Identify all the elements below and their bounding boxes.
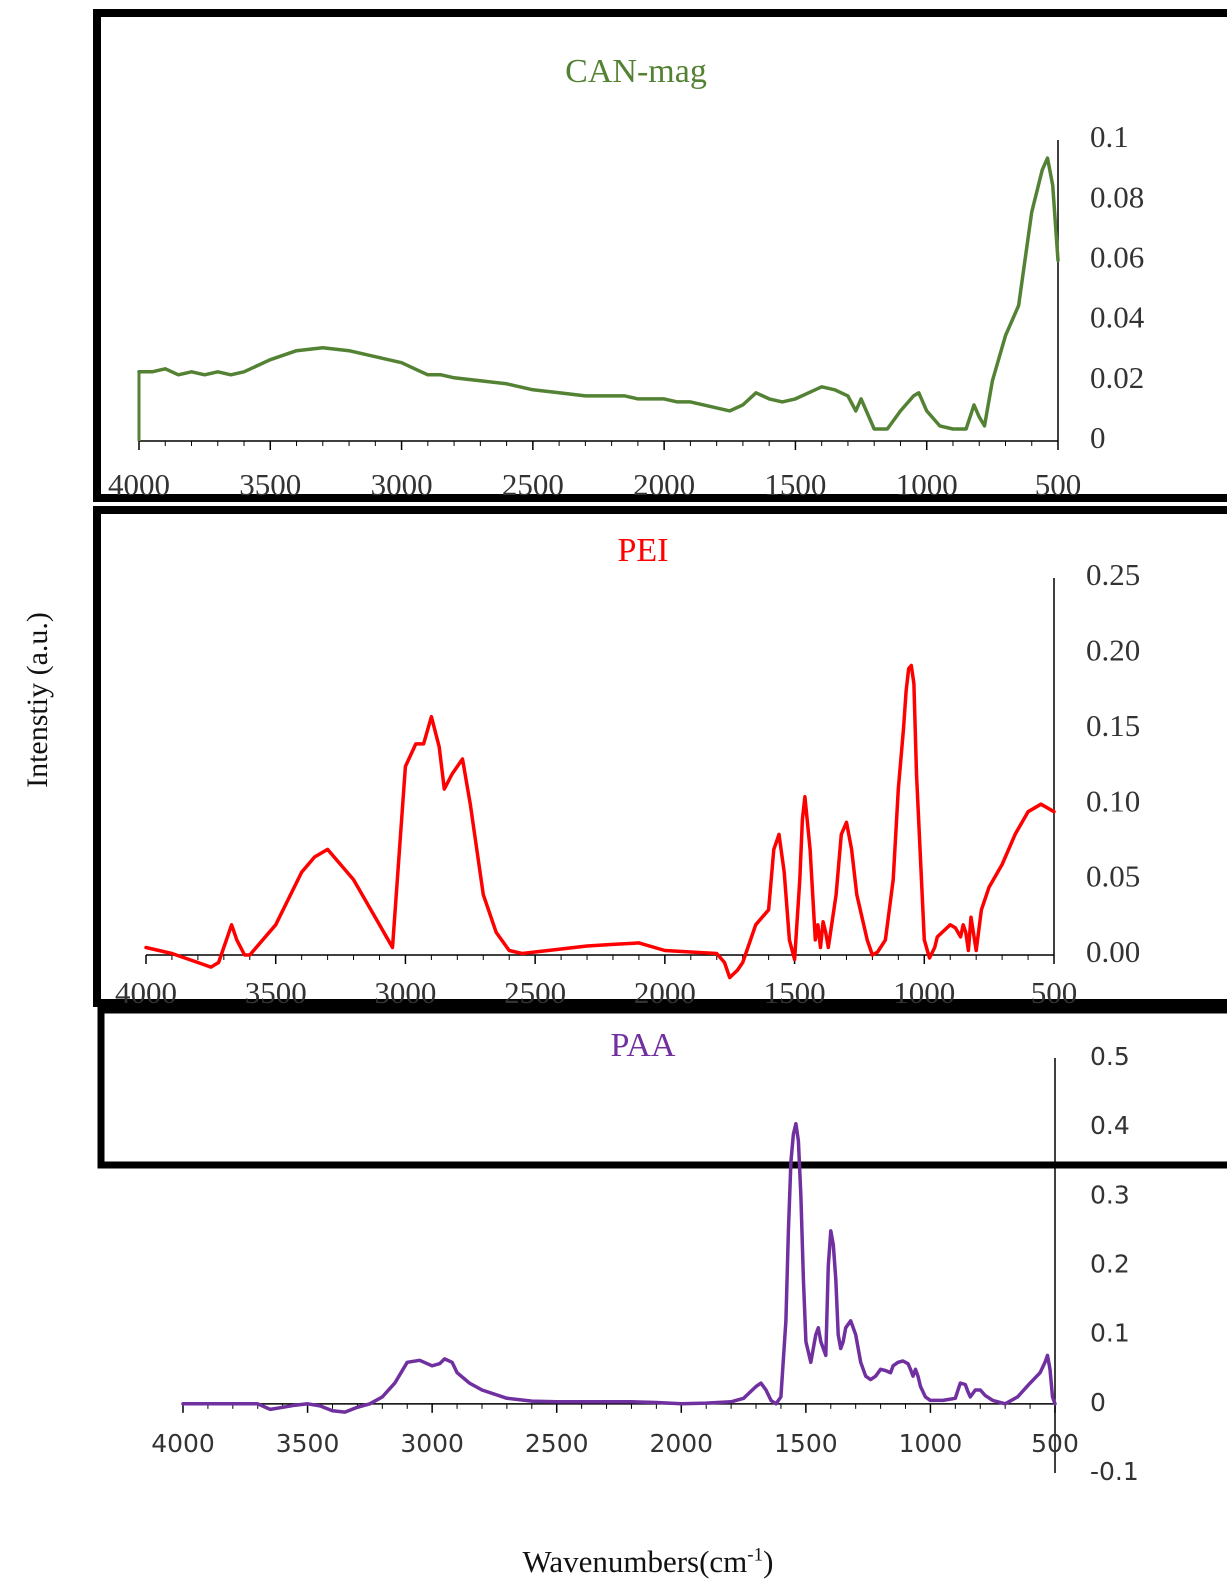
x-tick-label: 3500: [239, 467, 301, 502]
y-tick-label: 0.3: [1090, 1180, 1130, 1209]
x-tick-label: 500: [1031, 1429, 1079, 1458]
y-axis-label: Intenstiy (a.u.): [21, 612, 54, 788]
y-tick-label: 0.08: [1090, 179, 1144, 214]
y-tick-label: 0.15: [1086, 708, 1140, 743]
x-tick-label: 500: [1035, 467, 1082, 502]
y-tick-label: 0.06: [1090, 240, 1144, 275]
panel-frame: [97, 1006, 1227, 1169]
panel-frame: [93, 506, 1227, 1007]
x-tick-label: 1500: [764, 975, 826, 1010]
y-tick-label: 0.04: [1090, 300, 1145, 335]
x-tick-label: 3000: [400, 1429, 464, 1458]
x-axis-label-main: Wavenumbers(cm: [522, 1544, 748, 1579]
x-tick-label: 2000: [634, 975, 696, 1010]
panel-title: PAA: [611, 1027, 676, 1064]
y-tick-label: 0.1: [1090, 1319, 1130, 1348]
x-axis-label: Wavenumbers(cm-1): [523, 1544, 774, 1580]
x-tick-label: 3000: [374, 975, 436, 1010]
x-tick-label: 2000: [649, 1429, 713, 1458]
x-tick-label: 2500: [502, 467, 564, 502]
y-tick-label: 0.20: [1086, 633, 1140, 668]
chart-panel-paa: PAA 4000 3500 3000 2500 2000 1500 1000 500 0.5 0.4…: [97, 1006, 1227, 1486]
y-tick-label: 0.10: [1086, 783, 1140, 818]
y-tick-label: 0.2: [1090, 1250, 1130, 1279]
y-tick-label: -0.1: [1090, 1457, 1139, 1486]
x-tick-label: 4000: [115, 975, 177, 1010]
x-tick-label: 3000: [371, 467, 433, 502]
y-tick-label: 0.02: [1090, 360, 1144, 395]
x-tick-label: 1000: [893, 975, 955, 1010]
x-tick-label: 4000: [108, 467, 170, 502]
x-tick-label: 1500: [764, 467, 826, 502]
spectrum-line-paa: [181, 1121, 1057, 1414]
x-axis-label-close: ): [763, 1544, 774, 1579]
x-tick-label: 4000: [151, 1429, 215, 1458]
x-tick-label: 1000: [899, 1429, 963, 1458]
y-tick-label: 0.4: [1090, 1111, 1130, 1140]
x-tick-label: 1500: [774, 1429, 838, 1458]
y-tick-label: 0.1: [1090, 119, 1129, 154]
panel-frame: [93, 9, 1227, 502]
y-tick-label: 0: [1090, 420, 1106, 455]
x-axis-label-superscript: -1: [747, 1544, 764, 1566]
panel-title: PEI: [618, 532, 669, 569]
y-tick-label: 0: [1090, 1388, 1106, 1417]
x-tick-label: 3500: [276, 1429, 340, 1458]
y-tick-label: 0.05: [1086, 859, 1140, 894]
x-tick-label: 2500: [525, 1429, 589, 1458]
y-tick-label: 0.25: [1086, 557, 1140, 592]
x-tick-label: 1000: [896, 467, 958, 502]
y-tick-label: 0.5: [1090, 1042, 1130, 1071]
spectrum-line-can-mag: [137, 156, 1060, 431]
x-tick-label: 500: [1031, 975, 1078, 1010]
x-tick-label: 2000: [633, 467, 695, 502]
y-tick-label: 0.00: [1086, 934, 1140, 969]
x-tick-label: 2500: [504, 975, 566, 1010]
panel-title: CAN-mag: [565, 53, 707, 90]
x-tick-label: 3500: [245, 975, 307, 1010]
spectrum-line-pei: [144, 663, 1056, 980]
